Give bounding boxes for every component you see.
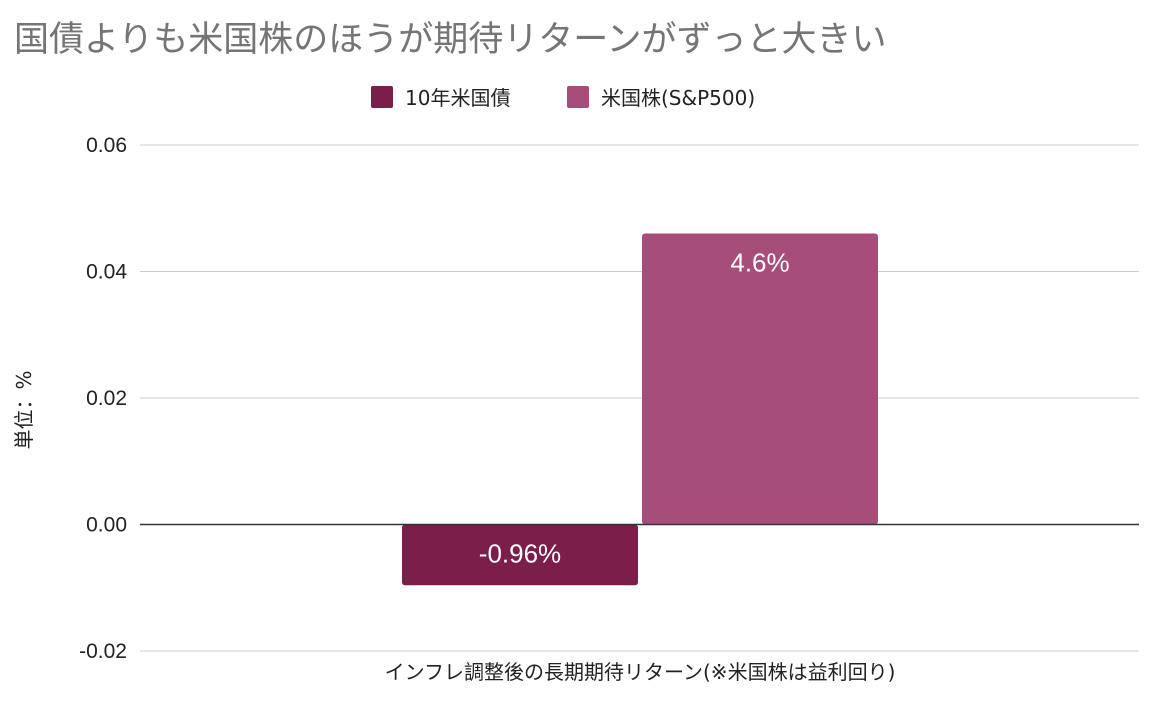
y-tick-label: 0.00 [86, 514, 127, 537]
y-tick-label: -0.02 [79, 640, 127, 663]
bars [402, 233, 878, 586]
data-label-series-2: 4.6% [730, 248, 789, 278]
data-label-series-1: -0.96% [479, 539, 561, 569]
y-tick-label: 0.02 [86, 387, 127, 410]
y-axis-label: 単位：% [12, 370, 36, 449]
data-labels: -0.96% 4.6% [479, 248, 790, 569]
legend-label-series-1: 10年米国債 [405, 86, 510, 110]
legend-swatch-series-2 [567, 86, 589, 108]
gridlines [140, 144, 1139, 652]
chart-title: 国債よりも米国株のほうが期待リターンがずっと大きい [14, 20, 887, 60]
bar-series-2 [642, 233, 878, 525]
y-tick-label: 0.06 [86, 134, 127, 157]
y-axis-ticks: 0.06 0.04 0.02 0.00 -0.02 [79, 134, 127, 663]
legend-swatch-series-1 [371, 86, 393, 108]
bar-series-1 [402, 524, 638, 586]
x-axis-label: インフレ調整後の長期期待リターン(※米国株は益利回り) [385, 660, 896, 684]
legend: 10年米国債 米国株(S&P500) [371, 86, 755, 110]
y-tick-label: 0.04 [86, 261, 127, 284]
legend-label-series-2: 米国株(S&P500) [601, 86, 755, 110]
